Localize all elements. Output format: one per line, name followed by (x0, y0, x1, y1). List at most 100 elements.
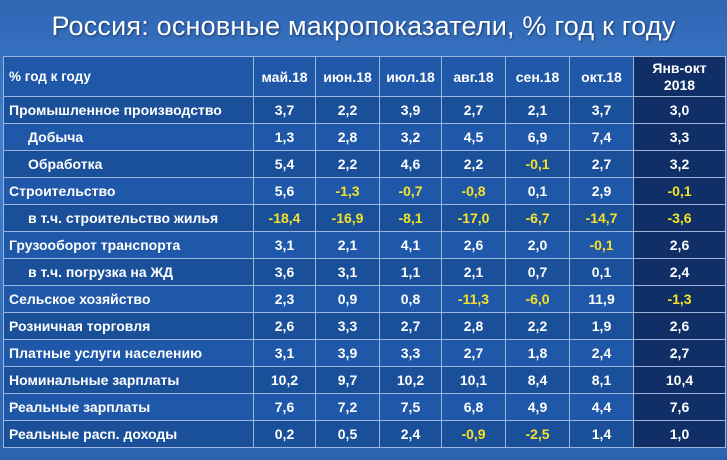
table-cell: 2,2 (315, 150, 380, 178)
table-cell: 2,6 (253, 312, 316, 340)
table-cell: 2,1 (505, 96, 570, 124)
row-label: в т.ч. погрузка на ЖД (3, 258, 254, 286)
summary-cell: 2,4 (633, 258, 726, 286)
table-cell: 7,5 (379, 393, 442, 421)
table-cell: 0,5 (315, 420, 380, 448)
summary-cell: 2,7 (633, 339, 726, 367)
table-cell: 0,7 (505, 258, 570, 286)
table-cell: 3,1 (253, 339, 316, 367)
row-label: Строительство (3, 177, 254, 205)
table-cell: 2,0 (505, 231, 570, 259)
table-row: в т.ч. погрузка на ЖД 3,6 3,1 1,1 2,1 0,7 0,1 2… (3, 258, 726, 286)
header-summary-period: Янв-окт (652, 59, 707, 76)
summary-cell: 10,4 (633, 366, 726, 394)
table-cell: 3,6 (253, 258, 316, 286)
table-cell: 4,6 (379, 150, 442, 178)
table-row: в т.ч. строительство жилья -18,4 -16,9 -8,1… (3, 204, 726, 232)
table-cell: 4,9 (505, 393, 570, 421)
table-cell: 2,4 (379, 420, 442, 448)
table-cell: 7,4 (569, 123, 634, 151)
table-row: Номинальные зарплаты 10,2 9,7 10,2 10,1 8,4 8,… (3, 366, 726, 394)
table-cell: 2,7 (569, 150, 634, 178)
table-row: Обработка 5,4 2,2 4,6 2,2 -0,1 2,7 3,2 (3, 150, 726, 178)
table-cell: 2,1 (315, 231, 380, 259)
table-cell: 1,8 (505, 339, 570, 367)
table-cell: 3,7 (569, 96, 634, 124)
table-cell: 10,2 (379, 366, 442, 394)
table-cell: 2,1 (441, 258, 506, 286)
table-cell: 2,8 (315, 123, 380, 151)
table-cell: 9,7 (315, 366, 380, 394)
table-row: Добыча 1,3 2,8 3,2 4,5 6,9 7,4 3,3 (3, 123, 726, 151)
table-row: Сельское хозяйство 2,3 0,9 0,8 -11,3 -6,0 11,9… (3, 285, 726, 313)
header-month: май.18 (253, 56, 316, 97)
row-label: Обработка (3, 150, 254, 178)
header-month: июн.18 (315, 56, 380, 97)
summary-cell: 3,0 (633, 96, 726, 124)
table-row: Реальные расп. доходы 0,2 0,5 2,4 -0,9 -2,5 1,… (3, 420, 726, 448)
table-cell: 0,1 (569, 258, 634, 286)
table-cell: 6,9 (505, 123, 570, 151)
table-cell: 2,7 (379, 312, 442, 340)
table-cell: 5,6 (253, 177, 316, 205)
table-cell: 2,7 (441, 339, 506, 367)
table-cell: 4,4 (569, 393, 634, 421)
table-cell: 11,9 (569, 285, 634, 313)
table-cell: -0,7 (379, 177, 442, 205)
table-cell: -11,3 (441, 285, 506, 313)
table-cell: 7,6 (253, 393, 316, 421)
table-cell: 10,1 (441, 366, 506, 394)
table-cell: 3,7 (253, 96, 316, 124)
header-summary: Янв-окт 2018 (633, 56, 726, 97)
summary-cell: 3,2 (633, 150, 726, 178)
row-label: Промышленное производство (3, 96, 254, 124)
table-cell: -1,3 (315, 177, 380, 205)
table-cell: -0,1 (569, 231, 634, 259)
table-cell: 3,1 (253, 231, 316, 259)
table-cell: 1,9 (569, 312, 634, 340)
macro-table: % год к году май.18 июн.18 июл.18 авг.18… (3, 56, 726, 448)
table-cell: -0,8 (441, 177, 506, 205)
table-cell: 0,1 (505, 177, 570, 205)
row-label: Розничная торговля (3, 312, 254, 340)
table-cell: 3,2 (379, 123, 442, 151)
table-cell: -18,4 (253, 204, 316, 232)
table-cell: -14,7 (569, 204, 634, 232)
table-cell: 2,2 (441, 150, 506, 178)
table-cell: 1,3 (253, 123, 316, 151)
row-label: Реальные расп. доходы (3, 420, 254, 448)
table-cell: 3,1 (315, 258, 380, 286)
table-cell: 10,2 (253, 366, 316, 394)
table-cell: -17,0 (441, 204, 506, 232)
table-cell: 1,1 (379, 258, 442, 286)
table-row: Платные услуги населению 3,1 3,9 3,3 2,7 1,8 2… (3, 339, 726, 367)
table-cell: 8,1 (569, 366, 634, 394)
table-cell: -6,0 (505, 285, 570, 313)
table-cell: 3,3 (315, 312, 380, 340)
header-month: авг.18 (441, 56, 506, 97)
table-cell: 2,2 (505, 312, 570, 340)
table-cell: 2,3 (253, 285, 316, 313)
header-month: июл.18 (379, 56, 442, 97)
table-cell: -0,9 (441, 420, 506, 448)
table-cell: 0,8 (379, 285, 442, 313)
table-cell: 6,8 (441, 393, 506, 421)
header-month: сен.18 (505, 56, 570, 97)
row-label: Платные услуги населению (3, 339, 254, 367)
summary-cell: 2,6 (633, 231, 726, 259)
table-cell: 3,9 (315, 339, 380, 367)
table-cell: 2,7 (441, 96, 506, 124)
header-label: % год к году (3, 56, 254, 97)
summary-cell: 2,6 (633, 312, 726, 340)
table-row: Реальные зарплаты 7,6 7,2 7,5 6,8 4,9 4,4 7,6 (3, 393, 726, 421)
table-cell: -8,1 (379, 204, 442, 232)
table-row: Розничная торговля 2,6 3,3 2,7 2,8 2,2 1,9 2,6 (3, 312, 726, 340)
header-summary-year: 2018 (663, 76, 696, 93)
table-cell: 2,6 (441, 231, 506, 259)
row-label: Номинальные зарплаты (3, 366, 254, 394)
row-label: Сельское хозяйство (3, 285, 254, 313)
header-month: окт.18 (569, 56, 634, 97)
row-label: Грузооборот транспорта (3, 231, 254, 259)
table-cell: -6,7 (505, 204, 570, 232)
